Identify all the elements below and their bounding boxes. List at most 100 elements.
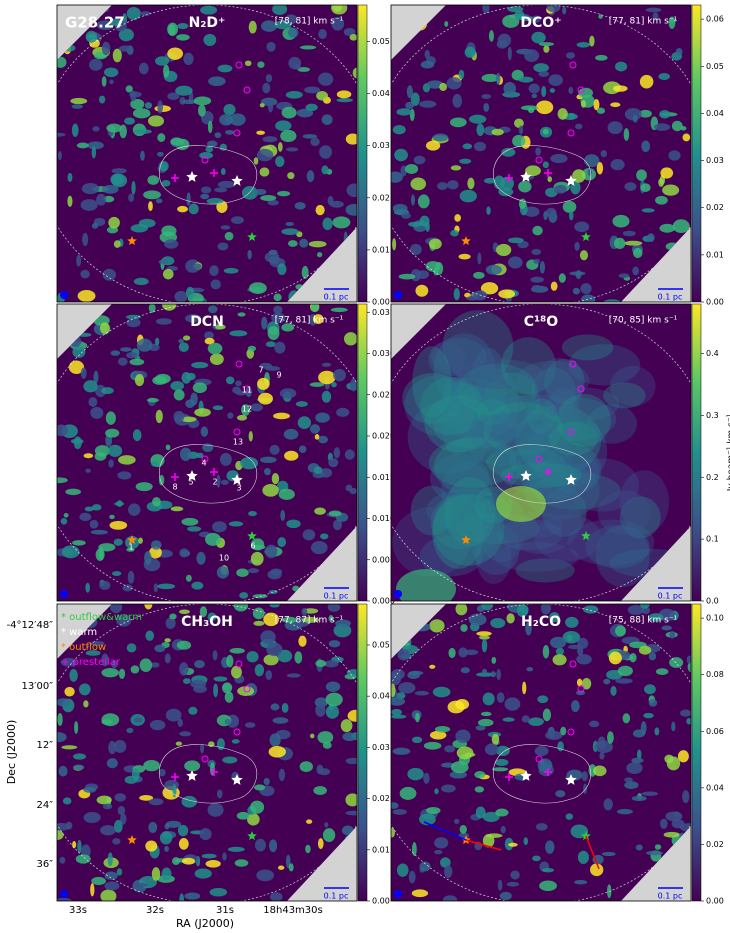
- emission: [197, 104, 206, 117]
- emission: [317, 838, 324, 850]
- colorbar-tick-label: 0.2: [706, 473, 719, 482]
- emission: [196, 551, 206, 565]
- emission: [646, 850, 663, 856]
- emission: [575, 690, 586, 696]
- emission: [150, 662, 160, 668]
- emission: [585, 525, 650, 569]
- emission: [76, 254, 82, 267]
- emission: [85, 650, 101, 656]
- emission: [309, 382, 325, 387]
- emission: [658, 72, 670, 81]
- emission: [60, 657, 77, 667]
- contour: [158, 744, 258, 804]
- emission: [194, 408, 211, 417]
- colorbar-tick-label: 0.00: [372, 897, 390, 906]
- emission: [203, 33, 217, 47]
- emission: [550, 153, 568, 164]
- colorbar-tick-label: 0.05: [372, 640, 390, 649]
- emission: [101, 653, 109, 667]
- emission: [619, 496, 661, 539]
- emission: [561, 334, 614, 361]
- emission: [256, 148, 274, 162]
- emission: [239, 592, 249, 599]
- emission: [410, 177, 427, 191]
- emission: [175, 741, 183, 746]
- emission: [410, 92, 420, 106]
- emission: [319, 145, 333, 159]
- emission: [133, 277, 149, 286]
- source-star: [520, 770, 532, 781]
- emission: [456, 746, 474, 760]
- emission: [222, 852, 227, 861]
- panel: 0.1 pc DCO⁺ [77, 81] km s⁻¹ 0.00 0.01 0.02 0.0…: [390, 4, 724, 307]
- emission: [104, 881, 120, 891]
- scale-label: 0.1 pc: [324, 592, 349, 601]
- emission: [430, 454, 490, 503]
- emission: [79, 512, 92, 522]
- colorbar: [357, 4, 368, 303]
- emission: [486, 445, 565, 479]
- emission: [98, 543, 116, 552]
- prestellar-core: [569, 360, 577, 368]
- emission: [162, 64, 170, 78]
- emission: [671, 120, 683, 132]
- emission: [617, 665, 633, 677]
- scale-label: 0.1 pc: [324, 892, 349, 901]
- emission: [457, 359, 544, 389]
- emission: [318, 435, 329, 444]
- emission: [321, 362, 332, 367]
- prestellar-cross: [505, 773, 513, 781]
- emission: [125, 314, 142, 320]
- emission: [259, 456, 277, 464]
- emission: [428, 341, 466, 378]
- source-star: [127, 236, 137, 245]
- emission: [444, 20, 449, 27]
- emission: [686, 717, 691, 725]
- emission: [665, 811, 683, 822]
- emission: [113, 538, 123, 546]
- prestellar-cross: [171, 473, 179, 481]
- emission: [164, 779, 179, 791]
- colorbar-tick-label: 0.03: [372, 743, 390, 752]
- emission: [407, 767, 424, 781]
- emission: [83, 811, 101, 823]
- emission: [298, 635, 307, 647]
- emission: [418, 813, 436, 826]
- emission: [482, 372, 541, 429]
- emission: [277, 263, 287, 276]
- emission: [661, 625, 672, 631]
- prestellar-core: [201, 755, 209, 763]
- colorbar-tick-label: 0.01: [706, 250, 724, 259]
- emission: [343, 332, 357, 346]
- emission: [315, 412, 330, 423]
- molecule-label: H₂CO: [521, 614, 561, 630]
- legend-entry: + prestellar: [61, 657, 121, 668]
- emission: [284, 14, 298, 25]
- emission: [220, 167, 226, 176]
- prestellar-cross: [544, 768, 552, 776]
- emission: [267, 99, 274, 113]
- emission: [205, 860, 221, 868]
- emission: [577, 850, 589, 865]
- emission: [632, 114, 638, 123]
- emission: [57, 712, 63, 726]
- emission: [443, 376, 475, 408]
- molecule-label: N₂D⁺: [189, 15, 226, 31]
- emission: [131, 767, 140, 782]
- emission: [333, 447, 341, 459]
- emission: [83, 786, 97, 793]
- emission: [74, 721, 79, 734]
- emission: [244, 60, 252, 67]
- emission: [330, 307, 348, 313]
- emission: [514, 10, 525, 20]
- emission: [233, 604, 249, 612]
- colorbar: [691, 303, 702, 602]
- emission: [411, 736, 423, 744]
- emission: [485, 833, 503, 838]
- emission: [223, 267, 239, 274]
- emission: [664, 754, 674, 764]
- emission: [424, 395, 493, 453]
- emission: [568, 86, 574, 94]
- velocity-range: [75, 88] km s⁻¹: [609, 616, 678, 626]
- core-number: 3: [236, 484, 241, 493]
